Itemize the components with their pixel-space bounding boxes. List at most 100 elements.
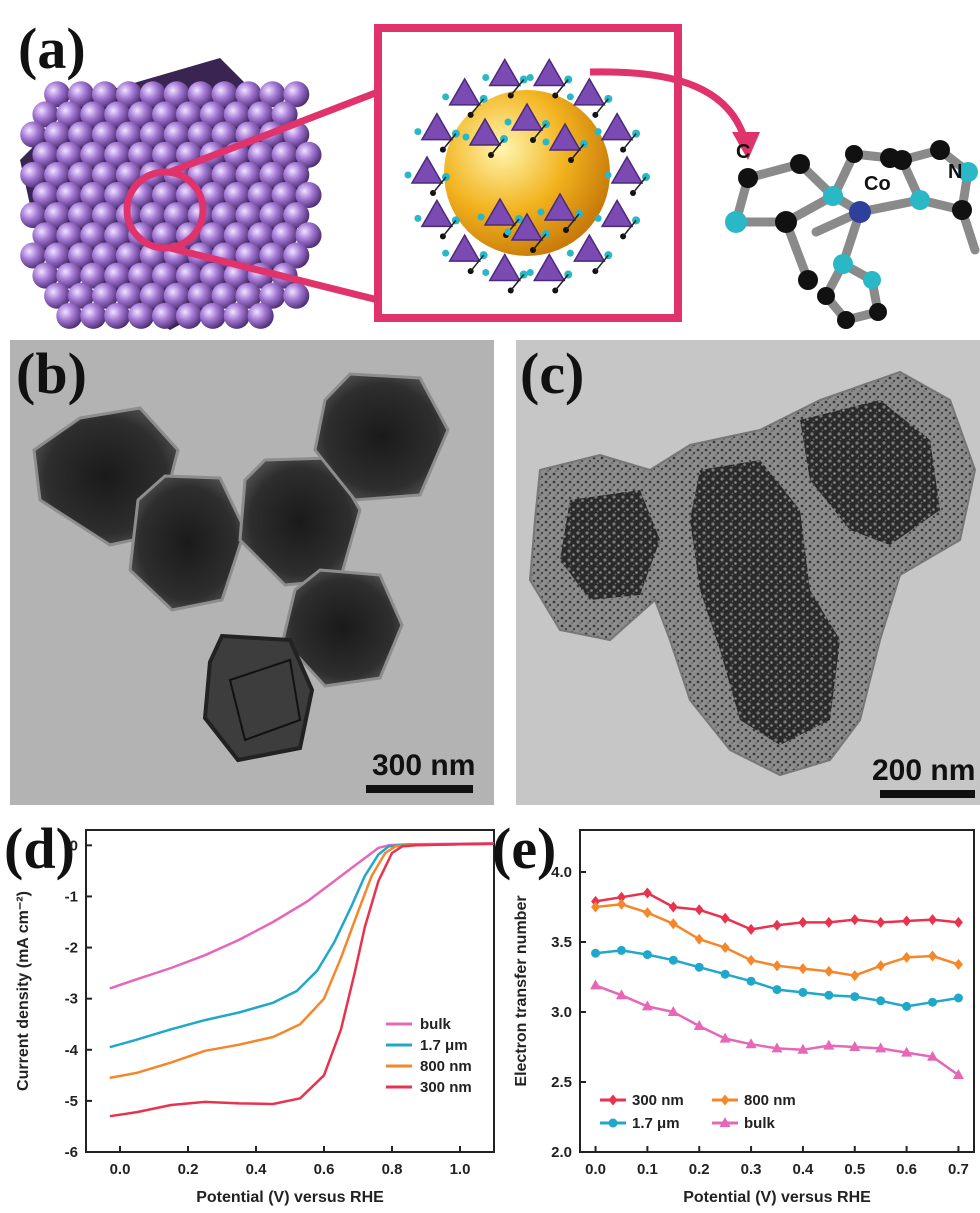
x-tick-label: 0.1 xyxy=(637,1161,658,1178)
atom-sphere xyxy=(271,101,298,128)
n-atom-dot xyxy=(462,133,470,141)
atom-sphere xyxy=(32,222,59,249)
y-tick-label: -5 xyxy=(65,1093,78,1110)
n-atom-dot xyxy=(504,118,512,126)
y-tick-label: -6 xyxy=(65,1144,78,1161)
data-point xyxy=(952,1069,964,1079)
atom-sphere xyxy=(56,101,83,128)
atom-sphere xyxy=(199,302,226,329)
panel-a-label: (a) xyxy=(18,16,86,81)
x-tick-label: 0.4 xyxy=(792,1161,814,1178)
atom-sphere xyxy=(259,81,286,108)
tetrahedron-shape xyxy=(488,252,522,282)
atom-sphere xyxy=(211,282,238,309)
y-tick-label: 4.0 xyxy=(551,864,572,881)
tetrahedron-shape xyxy=(483,197,517,226)
panel-c-label: (c) xyxy=(520,341,584,406)
tetrahedron-shape xyxy=(420,112,454,141)
x-axis-title: Potential (V) versus RHE xyxy=(196,1189,384,1206)
data-point xyxy=(772,985,782,995)
atom-sphere xyxy=(259,242,286,269)
atom-sphere xyxy=(91,81,118,108)
data-point xyxy=(746,976,756,986)
atom-sphere xyxy=(32,182,59,208)
data-point xyxy=(694,933,704,945)
n-atom-dot xyxy=(477,213,485,221)
atom-sphere xyxy=(247,101,274,128)
atom-sphere xyxy=(20,242,47,269)
data-point xyxy=(928,914,938,926)
atom-sphere xyxy=(235,81,262,108)
legend-label: 300 nm xyxy=(632,1092,684,1109)
atom-sphere xyxy=(104,182,131,208)
chart-d: 0.0 0.2 0.4 0.6 0.8 1.0 0 -1 -2 -3 -4 -5 -6 Potential… xyxy=(15,829,495,1206)
zif-crystal-illustration xyxy=(20,58,322,330)
data-point xyxy=(771,1042,783,1053)
atom-sphere xyxy=(259,161,286,188)
atom-sphere xyxy=(283,282,310,309)
atom-sphere xyxy=(68,202,95,229)
atom-sphere xyxy=(91,161,118,188)
y-tick-label: -3 xyxy=(65,991,78,1008)
data-point xyxy=(608,1094,618,1106)
atom-sphere xyxy=(139,81,166,108)
atom-sphere xyxy=(32,101,59,128)
n-atom-dot xyxy=(442,249,450,257)
y-tick-label: 3.5 xyxy=(551,934,572,951)
atom-sphere xyxy=(139,121,166,148)
x-tick-label: 0.2 xyxy=(689,1161,710,1178)
bond-line xyxy=(594,254,609,272)
atom-label-n: N xyxy=(948,161,962,183)
data-point xyxy=(902,1001,912,1011)
atom-sphere xyxy=(20,161,47,188)
data-point xyxy=(824,916,834,928)
panel-e: (e) 0.0 0.1 0.2 0.3 0.4 0.5 0.6 0.7 2.0 2.5 3.0 3.5… xyxy=(492,816,975,1206)
data-point xyxy=(901,1046,913,1057)
series-line xyxy=(595,984,960,1077)
atom-sphere xyxy=(247,222,274,249)
atom-sphere xyxy=(20,121,47,148)
tetrahedron-shape xyxy=(448,233,481,262)
x-tick-label: 0.6 xyxy=(896,1161,917,1178)
y-tick-label: -1 xyxy=(65,888,78,905)
y-tick-label: 3.0 xyxy=(551,1004,572,1021)
atom-label-c: C xyxy=(736,141,750,163)
atom-sphere xyxy=(104,141,131,168)
panel-d-label: (d) xyxy=(4,816,75,881)
legend-label: 800 nm xyxy=(420,1058,472,1075)
n-atom-dot xyxy=(482,268,490,276)
atom-sphere xyxy=(56,222,83,249)
data-point xyxy=(745,1038,757,1049)
x-tick-label: 0.2 xyxy=(178,1161,199,1178)
n-atom-dot xyxy=(594,128,602,136)
data-point xyxy=(772,919,782,931)
n-atom-dot xyxy=(442,93,450,101)
atom-sphere xyxy=(104,262,131,289)
bond-line xyxy=(622,219,637,237)
atom-sphere xyxy=(199,222,226,249)
tetrahedron-shape xyxy=(573,77,606,106)
atom-sphere xyxy=(271,141,298,168)
atom-sphere xyxy=(199,262,226,289)
data-point xyxy=(928,950,938,962)
bond-line xyxy=(594,98,609,116)
atom-sphere xyxy=(187,81,214,108)
bond-line xyxy=(470,254,485,272)
atom-sphere xyxy=(235,202,262,229)
data-point xyxy=(616,898,626,910)
atom-sphere xyxy=(68,121,95,148)
atom-sphere xyxy=(235,282,262,309)
atom-sphere xyxy=(104,302,131,329)
x-axis-title: Potential (V) versus RHE xyxy=(683,1189,871,1206)
x-tick-label: 0.3 xyxy=(741,1161,762,1178)
x-tick-label: 0.5 xyxy=(844,1161,865,1178)
data-point xyxy=(642,887,652,899)
atom-sphere xyxy=(128,302,155,329)
y-axis-title: Electron transfer number xyxy=(513,895,530,1086)
bond-line xyxy=(565,213,580,231)
x-tick-label: 0.4 xyxy=(246,1161,268,1178)
atom-sphere xyxy=(32,141,59,168)
atom-sphere xyxy=(211,202,238,229)
atom-sphere xyxy=(163,202,190,229)
